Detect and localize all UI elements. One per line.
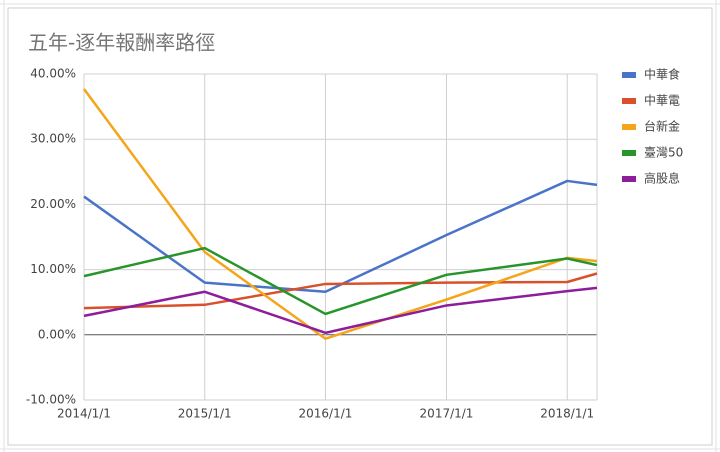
y-tick-label: 20.00% xyxy=(30,197,76,211)
legend-label: 台新金 xyxy=(644,119,680,134)
series-line xyxy=(83,246,598,316)
legend-swatch xyxy=(622,72,636,78)
y-tick-label: 0.00% xyxy=(38,327,76,341)
y-tick-label: 10.00% xyxy=(30,262,76,276)
y-tick-label: -10.00% xyxy=(26,393,76,407)
legend-label: 中華電 xyxy=(644,93,680,108)
legend-swatch xyxy=(622,98,636,104)
legend-swatch xyxy=(622,124,636,130)
chart-title: 五年-逐年報酬率路徑 xyxy=(28,31,215,55)
series-line xyxy=(83,286,598,335)
x-tick-label: 2015/1/1 xyxy=(178,407,232,421)
legend-label: 臺灣50 xyxy=(644,145,683,160)
legend-label: 中華食 xyxy=(644,67,680,82)
legend-swatch xyxy=(622,150,636,156)
x-tick-label: 2016/1/1 xyxy=(298,407,352,421)
legend-label: 高股息 xyxy=(644,171,680,186)
x-tick-label: 2014/1/1 xyxy=(57,407,111,421)
y-tick-label: 40.00% xyxy=(30,67,76,81)
x-tick-label: 2018/1/1 xyxy=(540,407,594,421)
series-line xyxy=(83,179,598,294)
y-tick-label: 30.00% xyxy=(30,132,76,146)
legend-swatch xyxy=(622,176,636,182)
series-line xyxy=(83,272,598,310)
x-tick-label: 2017/1/1 xyxy=(420,407,474,421)
